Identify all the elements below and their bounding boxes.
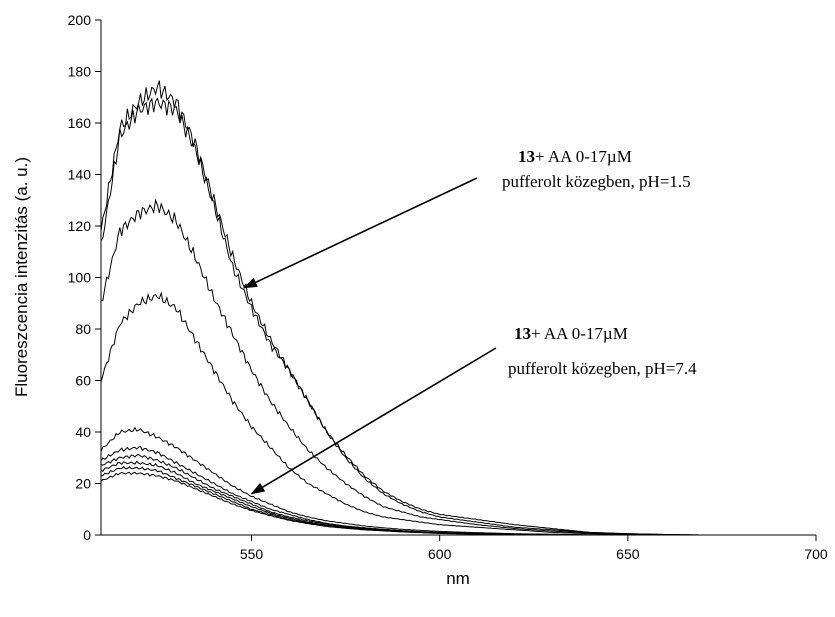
y-tick-label: 160 — [68, 115, 92, 131]
annotation-ph74: 13+ AA 0-17µM pufferolt közegben, pH=7.4 — [250, 324, 697, 495]
y-tick-label: 200 — [68, 12, 92, 28]
annotation-ph74-line1: 13+ AA 0-17µM — [514, 324, 628, 343]
y-tick-label: 40 — [75, 424, 91, 440]
series-line — [100, 80, 816, 536]
y-tick-label: 0 — [83, 527, 91, 543]
series-line — [100, 460, 816, 536]
annotation-ph15: 13+ AA 0-17µM pufferolt közegben, pH=1.5 — [243, 147, 691, 289]
annotation-ph15-line1: 13+ AA 0-17µM — [518, 147, 632, 166]
annotation-ph74-line2: pufferolt közegben, pH=7.4 — [508, 359, 697, 378]
y-ticks: 0 20 40 60 80 100 120 140 160 180 200 — [68, 12, 101, 543]
y-tick-label: 140 — [68, 167, 92, 183]
series-line — [100, 426, 816, 536]
x-tick-label: 650 — [616, 546, 640, 562]
annotation-ph15-compound: 13 — [518, 147, 535, 166]
x-axis-title: nm — [446, 569, 470, 588]
annotation-ph74-compound: 13 — [514, 324, 531, 343]
series-layer — [100, 80, 816, 536]
series-line — [100, 291, 816, 536]
annotation-ph15-line2: pufferolt közegben, pH=1.5 — [502, 172, 691, 191]
series-line — [100, 453, 816, 536]
y-tick-label: 80 — [75, 321, 91, 337]
x-ticks: 550 600 650 700 — [240, 535, 828, 562]
series-line — [100, 465, 816, 536]
y-tick-label: 100 — [68, 270, 92, 286]
y-tick-label: 120 — [68, 218, 92, 234]
annotation-ph74-text: + AA 0-17µM — [531, 324, 628, 343]
x-tick-label: 700 — [804, 546, 828, 562]
annotation-ph15-arrow — [243, 177, 478, 289]
series-line — [100, 97, 816, 536]
y-tick-label: 60 — [75, 373, 91, 389]
x-tick-label: 600 — [428, 546, 452, 562]
annotation-ph74-arrow — [250, 347, 497, 495]
y-tick-label: 20 — [75, 476, 91, 492]
series-line — [100, 198, 816, 536]
annotation-ph15-text: + AA 0-17µM — [535, 147, 632, 166]
y-axis-title: Fluoreszcencia intenzitás (a. u.) — [12, 157, 31, 397]
y-tick-label: 180 — [68, 64, 92, 80]
x-tick-label: 550 — [240, 546, 264, 562]
